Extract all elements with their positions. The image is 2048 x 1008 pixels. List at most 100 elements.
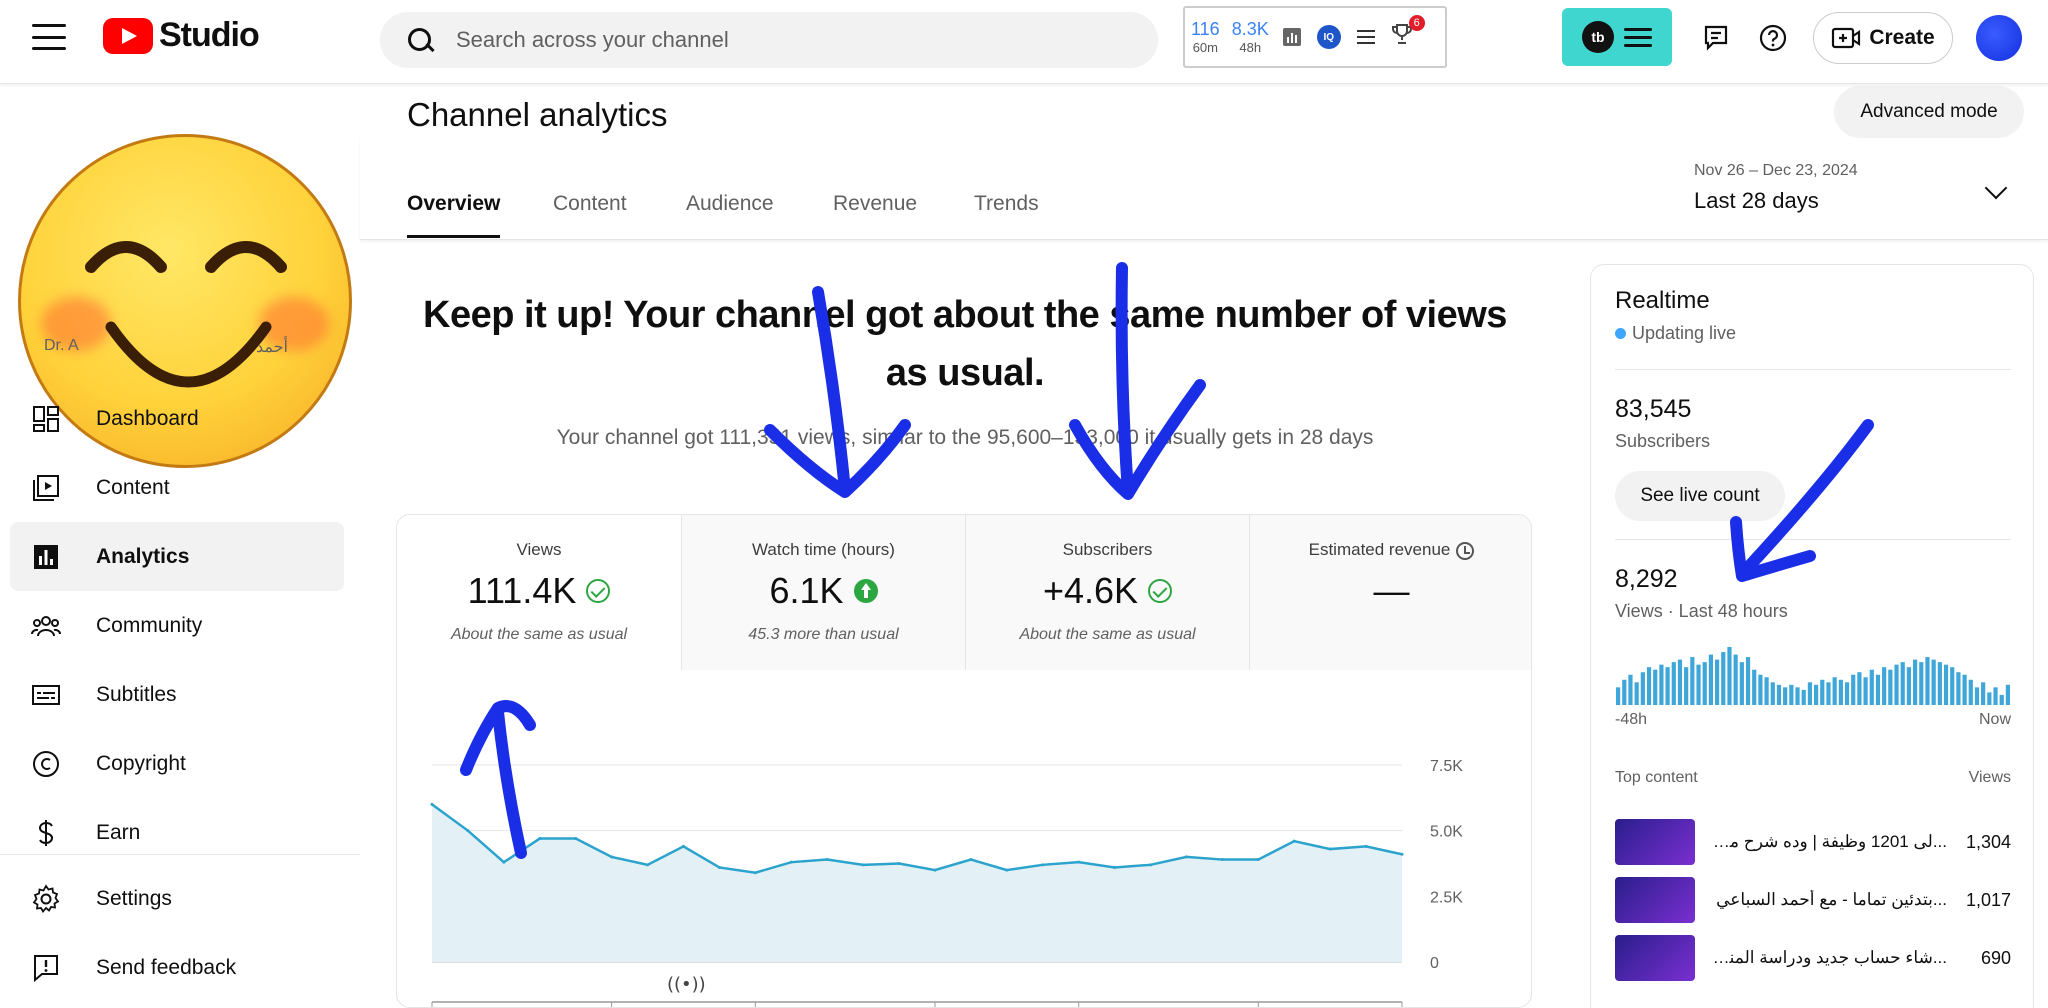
sidebar-divider — [0, 854, 360, 855]
live-label: Updating live — [1632, 323, 1737, 343]
date-period-label[interactable]: Last 28 days — [1694, 188, 1819, 213]
list-icon[interactable] — [1355, 26, 1377, 48]
realtime-bar — [1820, 679, 1825, 705]
realtime-bar — [1739, 662, 1744, 705]
live-dot-icon — [1615, 328, 1626, 339]
top-views-label: Views — [1968, 769, 2011, 786]
data-point — [574, 837, 578, 841]
content-icon — [30, 472, 62, 504]
realtime-bar — [1875, 674, 1881, 705]
data-point — [753, 871, 757, 875]
sidebar-item-label: Subtitles — [96, 682, 177, 706]
search-bar[interactable] — [380, 12, 1158, 68]
iq-icon[interactable]: IQ — [1316, 25, 1341, 49]
data-point — [861, 863, 865, 867]
axis-end-label: Now — [1978, 711, 2011, 728]
bar-chart-icon[interactable] — [1281, 26, 1303, 48]
search-icon[interactable] — [406, 26, 434, 54]
video-title[interactable]: ...بتدئين تماما - مع أحمد السباعي — [1716, 890, 1947, 909]
realtime-views-count: 8,292 — [1615, 565, 1678, 593]
realtime-bar — [1795, 687, 1800, 705]
sidebar-item-send-feedback[interactable]: Send feedback — [10, 933, 344, 1002]
data-point — [969, 858, 973, 862]
realtime-bar — [1844, 682, 1850, 705]
data-point — [1328, 847, 1332, 851]
area-fill — [432, 804, 1402, 962]
tab-trends[interactable]: Trends — [974, 192, 1039, 215]
account-avatar[interactable] — [1976, 15, 2022, 61]
realtime-bar — [1962, 674, 1967, 705]
metric-label: Watch time (hours) — [752, 540, 895, 559]
help-icon[interactable] — [1755, 20, 1791, 56]
metric-watch-time[interactable]: Watch time (hours) 6.1K 45.3 more than u… — [681, 515, 965, 670]
metric-subscribers[interactable]: Subscribers +4.6K About the same as usua… — [965, 515, 1249, 670]
sidebar-item-settings[interactable]: Settings — [10, 864, 344, 933]
video-title[interactable]: ...شاء حساب جديد ودراسة المنافسين — [1711, 948, 1947, 967]
tab-overview[interactable]: Overview — [407, 192, 501, 238]
search-input[interactable] — [456, 27, 1056, 53]
top-content-row[interactable]: ...بتدئين تماما - مع أحمد السباعي 1,017 — [1615, 875, 2011, 925]
metric-label: Estimated revenue — [1308, 540, 1451, 559]
top-content-row[interactable]: ...لى 1201 وظيفة | وده شرح موقع 1,304 — [1615, 817, 2011, 867]
tubebuddy-button[interactable]: tb — [1562, 8, 1672, 66]
insight-subline: Your channel got 111,351 views, similar … — [556, 426, 1374, 449]
realtime-bar — [1807, 682, 1812, 705]
sidebar-item-copyright[interactable]: Copyright — [10, 729, 344, 798]
tab-content[interactable]: Content — [553, 192, 627, 215]
realtime-bar — [1814, 684, 1819, 705]
date-range[interactable]: Nov 26 – Dec 23, 2024 — [1694, 162, 1858, 179]
realtime-bar — [1758, 674, 1763, 705]
realtime-bar — [1900, 662, 1905, 705]
realtime-bar — [1634, 682, 1639, 705]
message-icon[interactable] — [1698, 20, 1734, 56]
top-content-row[interactable]: ...شاء حساب جديد ودراسة المنافسين 690 — [1615, 933, 2011, 983]
realtime-bar — [1684, 667, 1689, 705]
axis-start-label: -48h — [1615, 711, 1648, 728]
y-tick-label: 2.5K — [1430, 889, 1463, 906]
sidebar-item-content[interactable]: Content — [10, 453, 344, 522]
sidebar-item-community[interactable]: Community — [10, 591, 344, 660]
metric-value: 111.4K — [467, 570, 577, 611]
metric-views[interactable]: Views 111.4K About the same as usual — [397, 515, 681, 670]
notification-badge: 6 — [1408, 15, 1425, 31]
extension-toolbar[interactable]: 116 60m 8.3K 48h IQ 6 — [1183, 6, 1447, 68]
video-title[interactable]: ...لى 1201 وظيفة | وده شرح موقع — [1711, 832, 1947, 851]
top-content-label: Top content — [1615, 769, 1698, 786]
sidebar-item-analytics[interactable]: Analytics — [10, 522, 344, 591]
video-thumbnail[interactable] — [1615, 935, 1695, 981]
realtime-bar — [1727, 647, 1732, 705]
trophy-icon[interactable]: 6 — [1391, 15, 1425, 51]
sidebar-item-subtitles[interactable]: Subtitles — [10, 660, 344, 729]
sidebar-item-label: Send feedback — [96, 955, 237, 979]
studio-logo[interactable]: Studio — [103, 16, 260, 55]
divider — [1615, 539, 2011, 540]
see-live-count-button[interactable]: See live count — [1615, 471, 1785, 521]
metric-value: 6.1K — [769, 570, 844, 611]
page-title: Channel analytics — [407, 96, 668, 133]
tab-audience[interactable]: Audience — [686, 192, 774, 215]
video-thumbnail[interactable] — [1615, 819, 1695, 865]
realtime-bar-chart[interactable] — [1615, 645, 2011, 705]
realtime-bar — [1646, 667, 1652, 705]
realtime-bar — [1764, 677, 1769, 705]
dashboard-icon — [30, 403, 62, 435]
video-thumbnail[interactable] — [1615, 877, 1695, 923]
subscriber-count: 83,545 — [1615, 395, 1692, 423]
sidebar-item-label: Dashboard — [96, 406, 199, 430]
menu-icon[interactable] — [32, 24, 66, 50]
realtime-bar — [1906, 667, 1911, 705]
metric-estimated-revenue[interactable]: Estimated revenue — — [1249, 515, 1531, 670]
advanced-mode-button[interactable]: Advanced mode — [1834, 86, 2024, 138]
views-chart[interactable]: 7.5K5.0K2.5K0((•))Nov 26, ...Dec 1, 2024… — [397, 670, 1532, 1008]
subtitles-icon — [30, 679, 62, 711]
data-point — [1113, 865, 1117, 869]
realtime-bar — [1950, 667, 1955, 705]
realtime-bar — [1832, 677, 1837, 705]
tab-revenue[interactable]: Revenue — [833, 192, 918, 215]
realtime-bar — [1690, 657, 1695, 705]
sidebar-item-dashboard[interactable]: Dashboard — [10, 384, 344, 453]
realtime-bar — [1943, 664, 1949, 705]
create-button[interactable]: Create — [1813, 12, 1953, 64]
sidebar-item-earn[interactable]: Earn — [10, 798, 344, 867]
data-point — [538, 837, 542, 841]
